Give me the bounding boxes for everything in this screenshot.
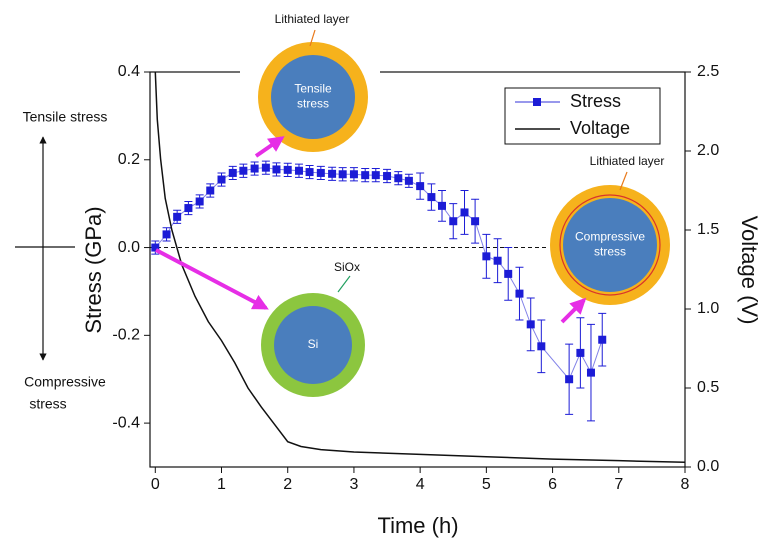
y2-axis-title: Voltage (V) — [737, 216, 762, 325]
y2-tick-label: 0.5 — [697, 379, 719, 396]
tensile-label: Tensile stress — [23, 109, 108, 125]
data-point — [316, 168, 325, 177]
data-point — [537, 342, 546, 351]
transition-arrow — [155, 248, 269, 310]
compressive-label: Compressive — [24, 374, 106, 390]
y-tick-label: -0.2 — [112, 327, 140, 344]
data-point — [349, 170, 358, 179]
data-point — [206, 186, 215, 195]
x-tick-label: 8 — [681, 476, 690, 493]
data-point — [361, 171, 370, 180]
data-point — [437, 201, 446, 210]
x-axis-title: Time (h) — [377, 513, 458, 538]
x-tick-label: 7 — [614, 476, 623, 493]
data-point — [460, 208, 469, 217]
data-point — [586, 368, 595, 377]
legend-marker — [533, 98, 541, 106]
data-point — [338, 170, 347, 179]
data-point — [394, 174, 403, 183]
data-point — [228, 168, 237, 177]
data-point — [383, 172, 392, 181]
y2-tick-label: 0.0 — [697, 458, 719, 475]
y2-tick-label: 2.5 — [697, 63, 719, 80]
y-tick-label: -0.4 — [112, 414, 140, 431]
inset-core — [274, 306, 352, 384]
y2-tick-label: 1.0 — [697, 300, 719, 317]
compressive-label: stress — [29, 396, 66, 412]
data-point — [427, 193, 436, 202]
x-tick-label: 0 — [151, 476, 160, 493]
legend-label: Voltage — [570, 118, 630, 138]
inset-core — [271, 55, 355, 139]
legend-box — [504, 87, 661, 145]
transition-arrow — [254, 136, 285, 158]
data-point — [151, 243, 160, 252]
data-point — [261, 163, 270, 172]
data-point — [565, 375, 574, 384]
data-point — [328, 169, 337, 178]
x-tick-label: 6 — [548, 476, 557, 493]
x-tick-label: 4 — [416, 476, 425, 493]
inset-label: Lithiated layer — [275, 12, 350, 26]
data-point — [250, 164, 259, 173]
x-tick-label: 5 — [482, 476, 491, 493]
data-point — [195, 197, 204, 206]
inset-text: Tensile — [294, 82, 332, 96]
inset-pointer — [337, 275, 351, 293]
y-axis-title: Stress (GPa) — [81, 206, 106, 333]
legend-label: Stress — [570, 91, 621, 111]
series-line — [154, 71, 686, 464]
series-line — [154, 167, 603, 381]
inset-pointer — [619, 171, 628, 191]
y-tick-label: 0.0 — [118, 239, 140, 256]
inset-pointer — [309, 29, 316, 47]
y2-tick-label: 2.0 — [697, 142, 719, 159]
y-tick-label: 0.2 — [118, 151, 140, 168]
data-point — [416, 182, 425, 191]
inset-text: stress — [297, 97, 329, 111]
x-tick-label: 1 — [217, 476, 226, 493]
data-point — [449, 217, 458, 226]
x-tick-label: 3 — [349, 476, 358, 493]
inset-core — [563, 198, 657, 292]
data-point — [283, 165, 292, 174]
data-point — [493, 256, 502, 265]
transition-arrow — [560, 297, 587, 324]
data-point — [173, 212, 182, 221]
data-point — [217, 175, 226, 184]
inset-label: Lithiated layer — [590, 154, 665, 168]
plot-frame — [149, 71, 686, 468]
y2-tick-label: 1.5 — [697, 221, 719, 238]
y-tick-label: 0.4 — [118, 63, 140, 80]
inset-ring — [559, 194, 661, 296]
data-point — [184, 204, 193, 213]
data-point — [371, 171, 380, 180]
data-point — [162, 230, 171, 239]
data-point — [598, 335, 607, 344]
data-point — [482, 252, 491, 261]
data-point — [576, 348, 585, 357]
inset-label: SiOx — [334, 260, 360, 274]
data-point — [504, 269, 513, 278]
data-point — [471, 217, 480, 226]
data-point — [526, 320, 535, 329]
data-point — [305, 168, 314, 177]
inset-text: stress — [594, 245, 626, 259]
data-point — [272, 165, 281, 174]
data-point — [239, 166, 248, 175]
data-point — [404, 176, 413, 185]
data-point — [294, 166, 303, 175]
data-point — [515, 289, 524, 298]
x-tick-label: 2 — [283, 476, 292, 493]
inset-text: Si — [308, 337, 319, 351]
inset-text: Compressive — [575, 230, 645, 244]
